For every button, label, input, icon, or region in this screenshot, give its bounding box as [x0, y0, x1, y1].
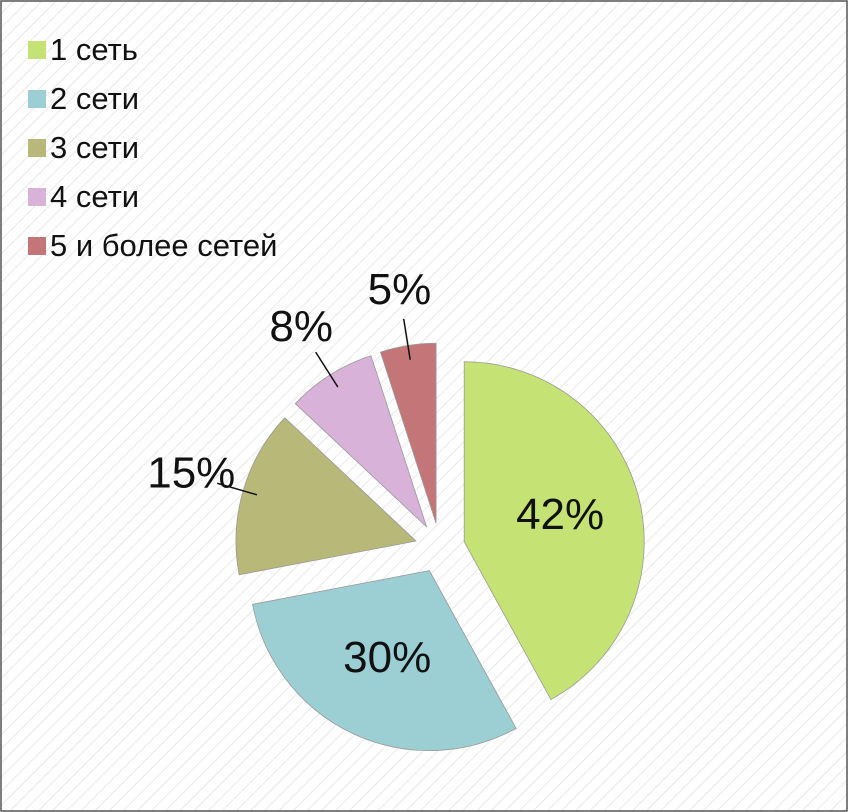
legend-label: 3 сети: [50, 130, 139, 165]
legend-label: 1 сеть: [50, 32, 138, 67]
legend-label: 5 и более сетей: [50, 228, 277, 263]
leader-line: [315, 351, 339, 388]
pie-slice: [463, 361, 645, 701]
leader-line: [217, 482, 258, 496]
data-label: 15%: [147, 448, 235, 497]
legend-swatch: [28, 237, 46, 255]
legend-label: 2 сети: [50, 81, 139, 116]
legend-swatch: [28, 41, 46, 59]
data-label: 30%: [343, 633, 431, 682]
legend-swatch: [28, 188, 46, 206]
pie: 42% 30% 15% 8% 5%: [147, 265, 645, 751]
data-label: 42%: [516, 490, 604, 539]
legend-label: 4 сети: [50, 179, 139, 214]
legend-swatch: [28, 90, 46, 108]
data-label: 8%: [269, 302, 333, 351]
data-label: 5%: [368, 265, 432, 314]
legend: 1 сеть 2 сети 3 сети 4 сети 5 и более сетей: [28, 32, 277, 263]
legend-swatch: [28, 139, 46, 157]
pie-slice: [252, 570, 517, 751]
leader-line: [402, 318, 411, 360]
